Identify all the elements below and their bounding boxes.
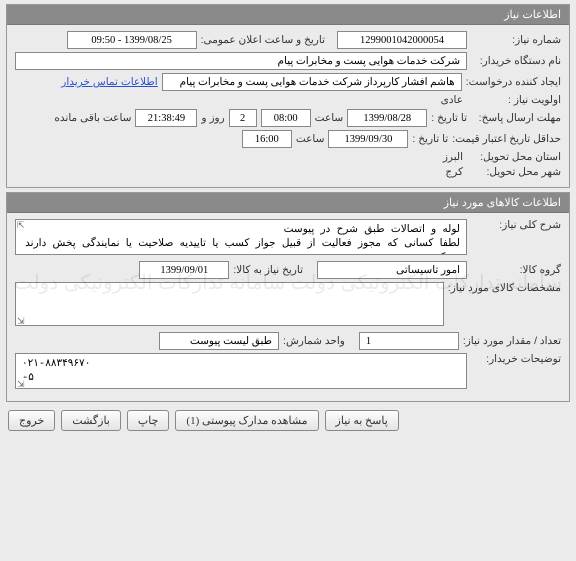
row-buyer-org: نام دستگاه خریدار: [15, 52, 561, 70]
unit-label: واحد شمارش: [283, 335, 345, 347]
row-city: شهر محل تحویل: کرج [15, 166, 561, 178]
general-desc-label: شرح کلی نیاز: [471, 219, 561, 231]
buyer-notes-label: توضیحات خریدار: [471, 353, 561, 365]
goods-info-panel: اطلاعات کالاهای مورد نیاز شرح کلی نیاز: … [6, 192, 570, 402]
until-label: تا تاریخ : [431, 112, 467, 124]
deadline-time-field[interactable] [261, 109, 311, 127]
row-qty: تعداد / مقدار مورد نیاز: واحد شمارش: [15, 332, 561, 350]
row-need-number: شماره نیاز: تاریخ و ساعت اعلان عمومی: [15, 31, 561, 49]
qty-field[interactable] [359, 332, 459, 350]
creator-label: ایجاد کننده درخواست: [466, 76, 561, 88]
min-credit-time-label: ساعت [296, 133, 325, 145]
row-buyer-notes: توضیحات خریدار: ⇲ [15, 353, 561, 392]
deadline-time-label: ساعت [315, 112, 344, 124]
creator-field[interactable] [162, 73, 462, 91]
resize-handle-icon[interactable]: ⇲ [17, 379, 25, 390]
row-general-desc: شرح کلی نیاز: ⇱ [15, 219, 561, 258]
need-number-label: شماره نیاز: [471, 34, 561, 46]
deadline-date-field[interactable] [347, 109, 427, 127]
min-credit-time-field[interactable] [242, 130, 292, 148]
spec-textarea[interactable] [15, 282, 444, 326]
need-info-header: اطلاعات نیاز [7, 5, 569, 25]
announce-label: تاریخ و ساعت اعلان عمومی: [201, 34, 325, 46]
row-min-credit: حداقل تاریخ اعتبار قیمت: تا تاریخ : ساعت [15, 130, 561, 148]
general-desc-textarea[interactable] [15, 219, 467, 255]
need-by-field[interactable] [139, 261, 229, 279]
row-priority: اولویت نیاز : عادی [15, 94, 561, 106]
spec-label: مشخصات کالای مورد نیاز: [448, 282, 561, 294]
view-attachments-button[interactable]: مشاهده مدارک پیوستی (1) [175, 410, 318, 431]
row-creator: ایجاد کننده درخواست: اطلاعات تماس خریدار [15, 73, 561, 91]
need-number-field[interactable] [337, 31, 467, 49]
city-label: شهر محل تحویل: [471, 166, 561, 178]
province-label: استان محل تحویل: [471, 151, 561, 163]
group-label: گروه کالا: [471, 264, 561, 276]
min-credit-label: حداقل تاریخ اعتبار قیمت: [452, 133, 561, 145]
print-button[interactable]: چاپ [127, 410, 170, 431]
min-credit-until: تا تاریخ : [412, 133, 448, 145]
row-province: استان محل تحویل: البرز [15, 151, 561, 163]
city-value: کرج [441, 166, 467, 178]
exit-button[interactable]: خروج [8, 410, 55, 431]
remain-time-field[interactable] [135, 109, 197, 127]
row-deadline: مهلت ارسال پاسخ: تا تاریخ : ساعت روز و س… [15, 109, 561, 127]
need-info-body: شماره نیاز: تاریخ و ساعت اعلان عمومی: نا… [7, 25, 569, 187]
priority-value: عادی [437, 94, 467, 106]
remain-label: ساعت باقی مانده [54, 112, 131, 124]
goods-info-body: شرح کلی نیاز: ⇱ گروه کالا: تاریخ نیاز به… [7, 213, 569, 401]
unit-field[interactable] [159, 332, 279, 350]
need-info-panel: اطلاعات نیاز شماره نیاز: تاریخ و ساعت اع… [6, 4, 570, 188]
row-spec: مشخصات کالای مورد نیاز: ⇲ [15, 282, 561, 329]
buyer-notes-textarea[interactable] [15, 353, 467, 389]
day-count-field[interactable] [229, 109, 257, 127]
row-group: گروه کالا: تاریخ نیاز به کالا: [15, 261, 561, 279]
buyer-org-label: نام دستگاه خریدار: [471, 55, 561, 67]
need-by-label: تاریخ نیاز به کالا: [233, 264, 303, 276]
reply-button[interactable]: پاسخ به نیاز [325, 410, 399, 431]
deadline-label: مهلت ارسال پاسخ: [471, 112, 561, 124]
priority-label: اولویت نیاز : [471, 94, 561, 106]
group-field[interactable] [317, 261, 467, 279]
resize-handle-icon[interactable]: ⇲ [17, 316, 25, 327]
contact-link[interactable]: اطلاعات تماس خریدار [61, 76, 157, 88]
province-value: البرز [439, 151, 467, 163]
buyer-org-field[interactable] [15, 52, 467, 70]
day-and-label: روز و [201, 112, 224, 124]
action-button-row: پاسخ به نیاز مشاهده مدارک پیوستی (1) چاپ… [0, 406, 576, 435]
qty-label: تعداد / مقدار مورد نیاز: [463, 335, 561, 347]
resize-handle-icon[interactable]: ⇱ [17, 220, 25, 231]
goods-info-header: اطلاعات کالاهای مورد نیاز [7, 193, 569, 213]
back-button[interactable]: بازگشت [61, 410, 121, 431]
announce-field[interactable] [67, 31, 197, 49]
min-credit-date-field[interactable] [328, 130, 408, 148]
